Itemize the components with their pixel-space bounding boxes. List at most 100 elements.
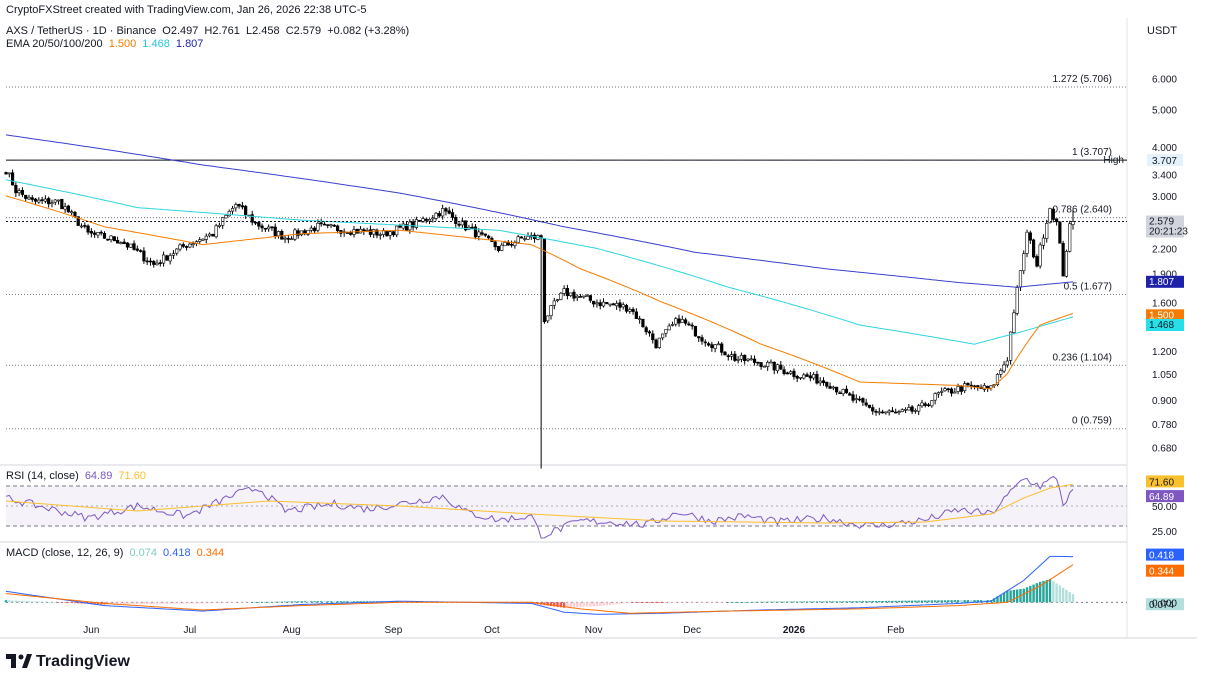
macd-histogram-bar bbox=[562, 602, 566, 608]
fib-label: 1.272 (5.706) bbox=[1053, 74, 1113, 85]
candle-body bbox=[250, 214, 254, 223]
ema-value-1: 1.500 bbox=[108, 38, 137, 50]
macd-histogram-bar bbox=[947, 600, 950, 603]
macd-histogram-bar bbox=[526, 602, 530, 604]
candle-body bbox=[260, 225, 264, 229]
candle-body bbox=[785, 372, 789, 375]
time-tick-label: Jul bbox=[183, 625, 196, 636]
macd-histogram-bar bbox=[356, 601, 359, 603]
candle-body bbox=[500, 244, 504, 251]
currency-unit-label[interactable]: USDT bbox=[1147, 25, 1177, 37]
macd-histogram-bar bbox=[766, 601, 769, 603]
macd-label: MACD (close, 12, 26, 9) bbox=[6, 547, 124, 559]
candle-body bbox=[641, 318, 645, 328]
candle-body bbox=[1071, 221, 1075, 225]
candle-body bbox=[1048, 208, 1052, 223]
macd-histogram-bar bbox=[641, 602, 645, 603]
symbol-name[interactable]: AXS / TetherUS · 1D · Binance bbox=[6, 25, 157, 37]
candle-body bbox=[775, 364, 780, 372]
rsi-price-tag-label: 64.89 bbox=[1149, 492, 1174, 503]
candle-body bbox=[253, 221, 258, 224]
price-tick-label: 0.680 bbox=[1152, 443, 1177, 454]
candle-body bbox=[733, 353, 737, 361]
candle-body bbox=[999, 370, 1003, 375]
macd-histogram-bar bbox=[313, 601, 316, 603]
candle-body bbox=[706, 343, 711, 346]
macd-histogram-bar bbox=[782, 601, 786, 603]
candle-body bbox=[155, 262, 159, 266]
candle-body bbox=[411, 221, 415, 228]
macd-histogram-bar bbox=[1002, 592, 1006, 603]
macd-histogram-bar bbox=[208, 602, 211, 604]
macd-legend[interactable]: MACD (close, 12, 26, 9) 0.074 0.418 0.34… bbox=[6, 547, 224, 559]
candle-body bbox=[372, 229, 376, 235]
candle-body bbox=[349, 232, 353, 235]
time-tick-label: Nov bbox=[585, 625, 603, 636]
macd-histogram-bar bbox=[257, 602, 260, 603]
candle-body bbox=[769, 361, 773, 364]
price-axis: 6.0005.0004.0003.4003.0002.6002.2001.900… bbox=[1152, 75, 1177, 455]
macd-histogram-bar bbox=[231, 602, 234, 603]
candle-body bbox=[201, 238, 205, 241]
ohlc-low: L2.458 bbox=[245, 25, 280, 37]
macd-histogram-bar bbox=[90, 602, 93, 604]
macd-histogram-bar bbox=[835, 601, 838, 603]
candle-body bbox=[651, 333, 655, 341]
candle-body bbox=[601, 301, 606, 307]
candle-body bbox=[857, 398, 862, 401]
candle-body bbox=[207, 233, 212, 237]
candle-body bbox=[825, 381, 829, 387]
ema-legend[interactable]: EMA 20/50/100/200 1.500 1.468 1.807 bbox=[6, 38, 203, 50]
symbol-info-line: AXS / TetherUS · 1D · Binance O2.497 H2.… bbox=[6, 25, 409, 37]
price-tick-label: 1.600 bbox=[1152, 298, 1177, 309]
macd-histogram-bar bbox=[398, 601, 402, 603]
candle-body bbox=[592, 300, 596, 305]
candle-body bbox=[526, 235, 530, 240]
candle-body bbox=[926, 404, 931, 407]
candle-body bbox=[798, 377, 803, 379]
macd-histogram-bar bbox=[287, 601, 290, 603]
candle-body bbox=[605, 302, 609, 305]
macd-histogram-bar bbox=[566, 602, 569, 608]
macd-histogram-bar bbox=[740, 602, 743, 603]
candle-body bbox=[766, 362, 770, 367]
time-tick-label: 2026 bbox=[783, 625, 806, 636]
macd-histogram-bar bbox=[993, 598, 996, 603]
macd-histogram-bar bbox=[244, 602, 247, 603]
candle-body bbox=[989, 385, 993, 389]
macd-histogram-bar bbox=[296, 601, 300, 603]
macd-histogram-bar bbox=[142, 602, 146, 605]
macd-histogram-bar bbox=[671, 602, 674, 603]
macd-signal-value: 0.344 bbox=[196, 547, 225, 559]
rsi-legend[interactable]: RSI (14, close) 64.89 71.60 bbox=[6, 470, 146, 482]
macd-histogram-bar bbox=[17, 600, 21, 603]
price-tick-label: 1.900 bbox=[1152, 269, 1177, 280]
candle-body bbox=[244, 205, 248, 215]
candle-body bbox=[917, 405, 921, 412]
tradingview-logo[interactable]: TradingView bbox=[6, 652, 130, 671]
macd-histogram-bar bbox=[878, 601, 881, 603]
candle-body bbox=[1061, 243, 1065, 277]
macd-histogram-bar bbox=[352, 601, 356, 603]
macd-histogram-bar bbox=[198, 602, 201, 604]
candle-body bbox=[555, 299, 560, 301]
macd-histogram-bar bbox=[776, 601, 779, 603]
macd-histogram-bar bbox=[910, 600, 914, 603]
rsi-price-tag bbox=[1146, 475, 1184, 488]
candle-body bbox=[661, 333, 665, 339]
macd-histogram-bar bbox=[93, 602, 96, 605]
candle-body bbox=[1058, 221, 1062, 244]
candle-body bbox=[145, 260, 149, 263]
candle-body bbox=[588, 295, 592, 301]
candle-body bbox=[50, 202, 54, 205]
macd-histogram-bar bbox=[812, 601, 815, 603]
price-tick-label: 3.000 bbox=[1152, 192, 1177, 203]
candle-body bbox=[1068, 223, 1072, 252]
macd-histogram-bar bbox=[733, 602, 737, 603]
macd-histogram-bar bbox=[178, 602, 182, 604]
candle-body bbox=[867, 404, 872, 408]
candle-body bbox=[1015, 287, 1019, 314]
candle-body bbox=[582, 295, 586, 298]
macd-histogram-bar bbox=[310, 601, 313, 603]
